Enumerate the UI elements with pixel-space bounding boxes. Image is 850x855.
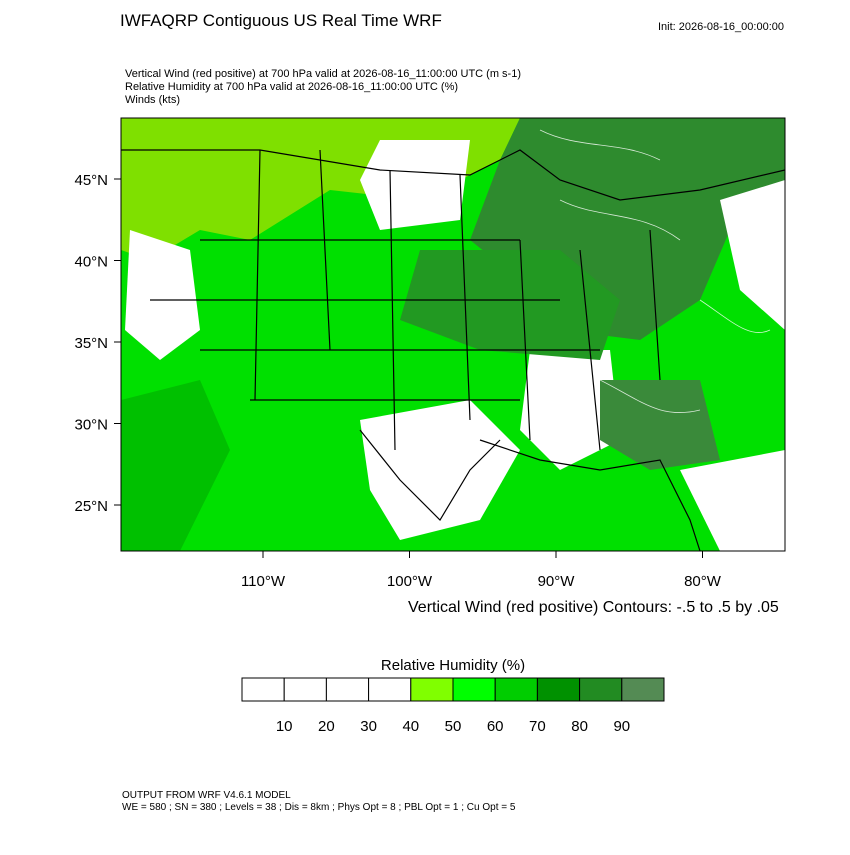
colorbar-box: [621, 677, 665, 702]
colorbar-label: 40: [402, 718, 419, 735]
lat-tick-label: 45°N: [74, 172, 108, 189]
colorbar-label: 90: [613, 718, 630, 735]
colorbar-label: 80: [571, 718, 588, 735]
colorbar-box: [241, 677, 285, 702]
lat-tick-label: 30°N: [74, 417, 108, 434]
colorbar-box: [368, 677, 412, 702]
colorbar-title: Relative Humidity (%): [381, 657, 525, 674]
lon-tick-label: 80°W: [684, 573, 722, 590]
lon-tick-label: 90°W: [538, 573, 576, 590]
colorbar-label: 30: [360, 718, 377, 735]
title: IWFAQRP Contiguous US Real Time WRF: [120, 11, 442, 30]
subtitle: Winds (kts): [125, 94, 180, 106]
colorbar-box: [494, 677, 538, 702]
lon-tick-label: 110°W: [241, 573, 286, 590]
footer: OUTPUT FROM WRF V4.6.1 MODEL: [122, 790, 291, 801]
lat-tick-label: 25°N: [74, 498, 108, 515]
map-field: [121, 118, 785, 551]
contour-note: Vertical Wind (red positive) Contours: -…: [408, 599, 779, 616]
footer: WE = 580 ; SN = 380 ; Levels = 38 ; Dis …: [122, 802, 516, 813]
colorbar-label: 70: [529, 718, 546, 735]
colorbar-box: [325, 677, 370, 702]
lon-tick-label: 100°W: [387, 573, 433, 590]
colorbar-box: [536, 677, 581, 702]
init-time: Init: 2026-08-16_00:00:00: [658, 21, 784, 33]
map-frame: [120, 117, 786, 552]
colorbar-box: [410, 677, 454, 702]
lat-tick-label: 35°N: [74, 335, 108, 352]
colorbar-box: [579, 677, 623, 702]
colorbar-box: [452, 677, 496, 702]
subtitle: Relative Humidity at 700 hPa valid at 20…: [125, 81, 458, 93]
lat-tick-label: 40°N: [74, 254, 108, 271]
colorbar-box: [283, 677, 327, 702]
colorbar-label: 10: [276, 718, 293, 735]
colorbar-label: 50: [445, 718, 462, 735]
colorbar-label: 20: [318, 718, 335, 735]
colorbar-label: 60: [487, 718, 504, 735]
subtitle: Vertical Wind (red positive) at 700 hPa …: [125, 68, 521, 80]
